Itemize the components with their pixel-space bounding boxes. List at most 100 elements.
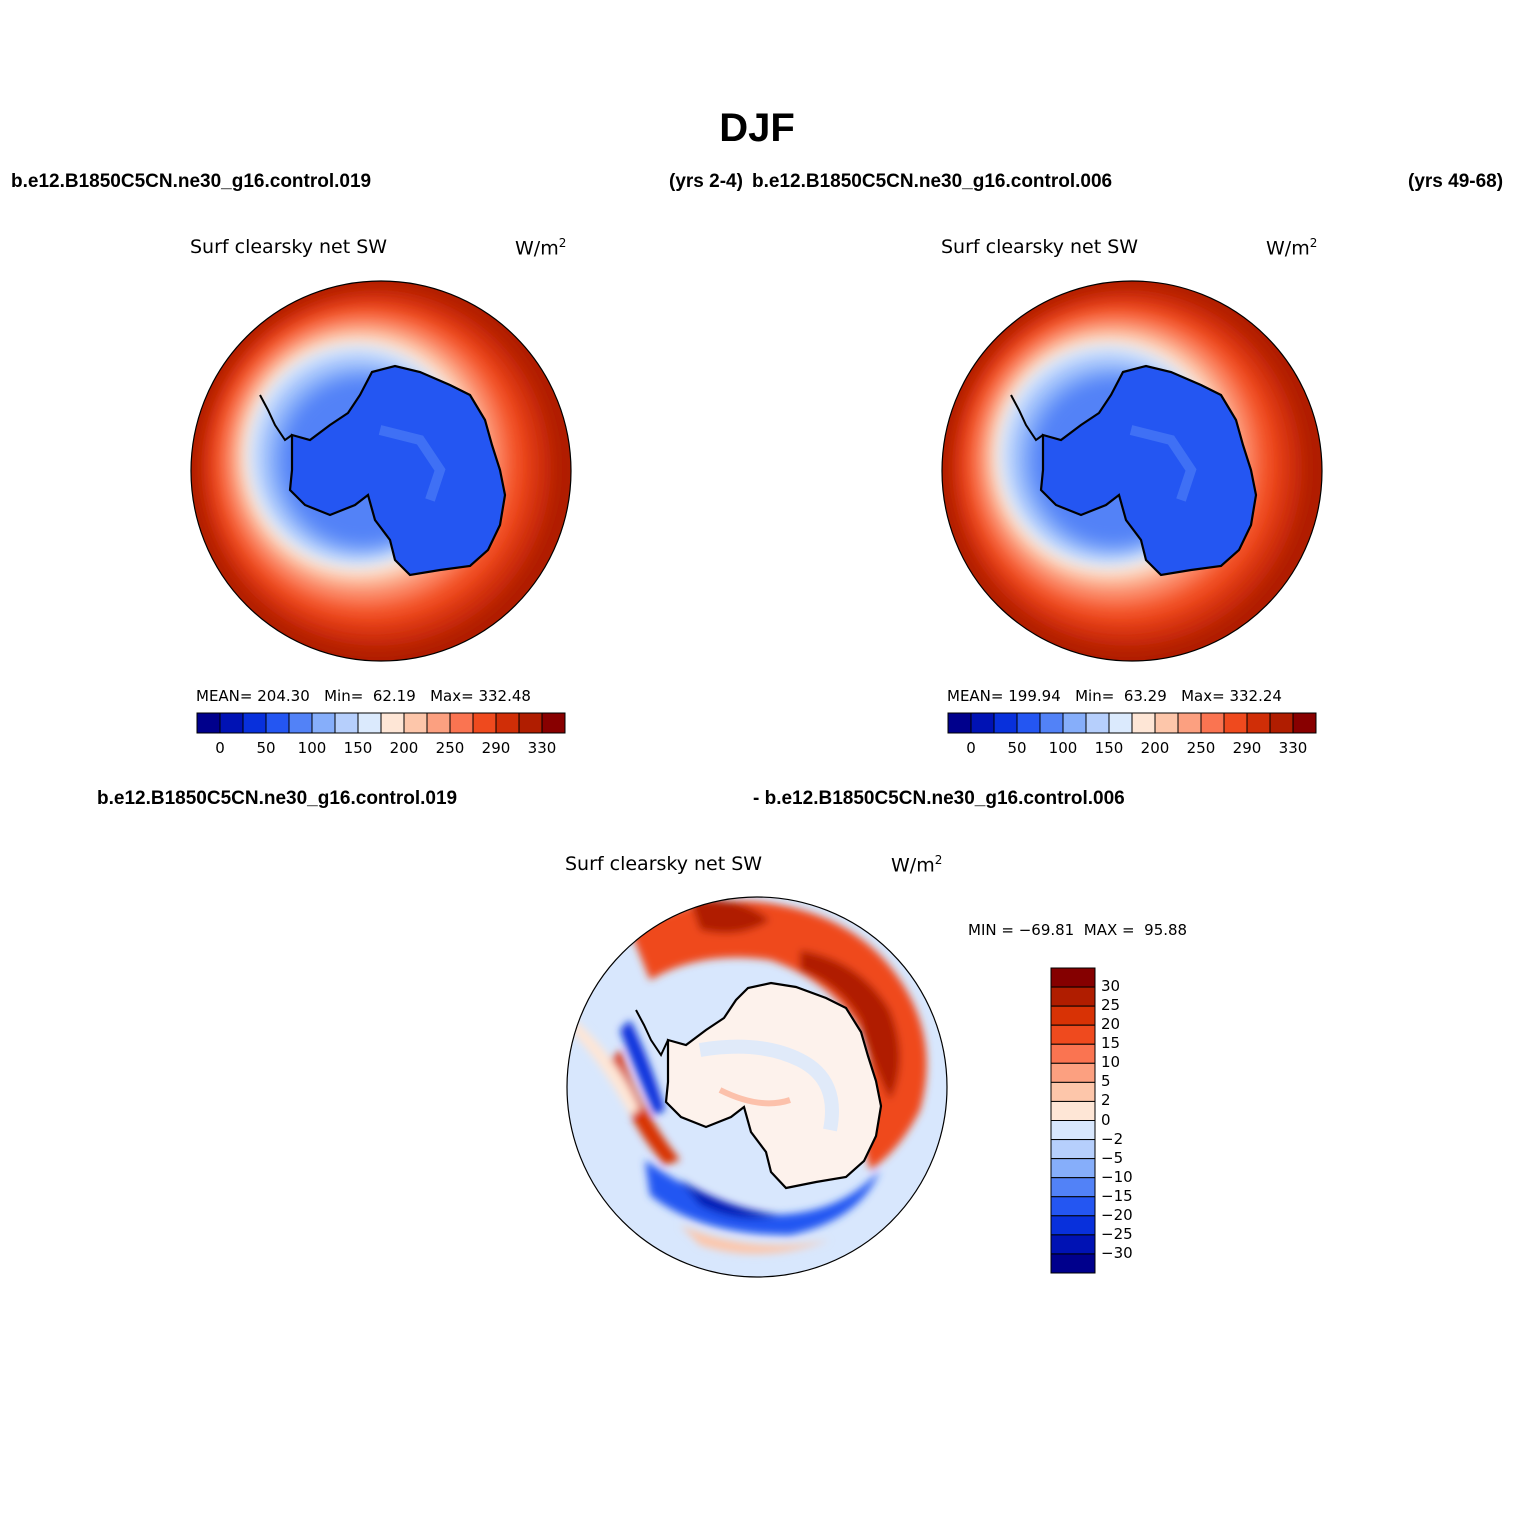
map-1-border xyxy=(190,280,572,662)
colorbar-tick-label: 200 xyxy=(1140,739,1170,757)
colorbar-swatch xyxy=(1050,1215,1096,1236)
colorbar-swatch xyxy=(1050,1196,1096,1217)
colorbar-swatch xyxy=(1292,712,1317,734)
colorbar-swatch xyxy=(1050,1043,1096,1064)
colorbar-tick-label: 10 xyxy=(1101,1053,1121,1072)
colorbar-swatch xyxy=(334,712,359,734)
years-label-left: (yrs 2-4) xyxy=(669,171,743,192)
colorbar-tick-label: 25 xyxy=(1101,996,1121,1015)
colorbar-swatch xyxy=(1050,1100,1096,1121)
colorbar-1 xyxy=(196,712,566,734)
colorbar-swatch xyxy=(970,712,995,734)
colorbar-tick-label: 30 xyxy=(1101,977,1121,996)
colorbar-swatch xyxy=(1062,712,1087,734)
years-label-right: (yrs 49-68) xyxy=(1408,171,1504,192)
colorbar-tick-label: 2 xyxy=(1101,1091,1111,1110)
peninsula-coastline-1 xyxy=(259,394,293,442)
diff-negative-arc xyxy=(645,1160,880,1235)
colorbar-swatch xyxy=(1131,712,1156,734)
colorbar-swatch xyxy=(288,712,313,734)
diff-case-a-label: b.e12.B1850C5CN.ne30_g16.control.019 xyxy=(97,788,458,809)
colorbar-tick-label: 50 xyxy=(256,739,276,757)
colorbar-tick-label: −30 xyxy=(1101,1243,1133,1262)
panel-1-stats: MEAN= 204.30 Min= 62.19 Max= 332.48 xyxy=(196,687,531,705)
colorbar-tick-label: 0 xyxy=(215,739,225,757)
colorbar-swatch xyxy=(518,712,543,734)
diff-positive-arc xyxy=(630,900,927,1170)
colorbar-swatch xyxy=(1016,712,1041,734)
colorbar-tick-label: −15 xyxy=(1101,1186,1133,1205)
colorbar-swatch xyxy=(1085,712,1110,734)
colorbar-swatch xyxy=(196,712,221,734)
peninsula-coastline-2 xyxy=(1010,394,1044,442)
colorbar-swatch xyxy=(1050,1234,1096,1255)
colorbar-tick-label: 250 xyxy=(1186,739,1216,757)
colorbar-swatch xyxy=(1246,712,1271,734)
colorbar-tick-label: 100 xyxy=(297,739,327,757)
colorbar-swatch xyxy=(311,712,336,734)
antarctica-coastline-2 xyxy=(1039,364,1258,577)
colorbar-tick-label: 330 xyxy=(527,739,557,757)
colorbar-swatch xyxy=(1050,1158,1096,1179)
colorbar-tick-label: 100 xyxy=(1048,739,1078,757)
colorbar-swatch xyxy=(1050,1177,1096,1198)
colorbar-swatch xyxy=(1050,1081,1096,1102)
main-title: DJF xyxy=(719,106,795,150)
case-label-right: b.e12.B1850C5CN.ne30_g16.control.006 xyxy=(752,171,1113,192)
panel-2-stats: MEAN= 199.94 Min= 63.29 Max= 332.24 xyxy=(947,687,1282,705)
colorbar-tick-label: −10 xyxy=(1101,1167,1133,1186)
diff-case-b-label: - b.e12.B1850C5CN.ne30_g16.control.006 xyxy=(753,788,1125,809)
colorbar-tick-label: 15 xyxy=(1101,1034,1121,1053)
antarctica-coastline-1 xyxy=(288,364,507,577)
colorbar-swatch xyxy=(993,712,1018,734)
colorbar-tick-label: 200 xyxy=(389,739,419,757)
colorbar-tick-label: −5 xyxy=(1101,1148,1124,1167)
colorbar-tick-label: 150 xyxy=(343,739,373,757)
colorbar-tick-label: −20 xyxy=(1101,1205,1133,1224)
colorbar-tick-label: 5 xyxy=(1101,1072,1111,1091)
colorbar-swatch xyxy=(219,712,244,734)
panel-1-units: W/m2 xyxy=(515,236,567,260)
colorbar-tick-label: 330 xyxy=(1278,739,1308,757)
colorbar-2 xyxy=(947,712,1317,734)
colorbar-swatch xyxy=(357,712,382,734)
polar-map-diff xyxy=(567,897,947,1277)
panel-1-variable: Surf clearsky net SW xyxy=(190,236,388,258)
colorbar-swatch xyxy=(1050,1139,1096,1160)
colorbar-swatch xyxy=(541,712,566,734)
colorbar-swatch xyxy=(1269,712,1294,734)
colorbar-tick-label: 250 xyxy=(435,739,465,757)
colorbar-tick-label: −25 xyxy=(1101,1224,1133,1243)
colorbar-tick-label: −2 xyxy=(1101,1129,1124,1148)
map-diff-border xyxy=(566,896,948,1278)
colorbar-swatch xyxy=(1050,1062,1096,1083)
polar-map-2 xyxy=(942,281,1322,661)
colorbar-swatch xyxy=(1200,712,1225,734)
colorbar-3 xyxy=(1050,967,1096,1274)
colorbar-swatch xyxy=(1050,1005,1096,1026)
colorbar-swatch xyxy=(1039,712,1064,734)
colorbar-tick-label: 290 xyxy=(1232,739,1262,757)
map-2-border xyxy=(941,280,1323,662)
panel-3-units: W/m2 xyxy=(891,853,943,877)
colorbar-swatch xyxy=(947,712,972,734)
colorbar-tick-label: 50 xyxy=(1007,739,1027,757)
colorbar-swatch xyxy=(1050,967,1096,988)
panel-2-variable: Surf clearsky net SW xyxy=(941,236,1139,258)
colorbar-swatch xyxy=(265,712,290,734)
colorbar-swatch xyxy=(495,712,520,734)
colorbar-swatch xyxy=(426,712,451,734)
colorbar-tick-label: 150 xyxy=(1094,739,1124,757)
colorbar-tick-label: 0 xyxy=(966,739,976,757)
colorbar-swatch xyxy=(242,712,267,734)
colorbar-swatch xyxy=(380,712,405,734)
colorbar-swatch xyxy=(1154,712,1179,734)
colorbar-tick-label: 290 xyxy=(481,739,511,757)
panel-3-stats: MIN = −69.81 MAX = 95.88 xyxy=(968,921,1188,939)
antarctica-coastline-diff xyxy=(664,981,883,1190)
colorbar-swatch xyxy=(1223,712,1248,734)
colorbar-swatch xyxy=(1050,1120,1096,1141)
colorbar-swatch xyxy=(1177,712,1202,734)
colorbar-swatch xyxy=(472,712,497,734)
peninsula-coastline-diff xyxy=(635,1009,669,1058)
